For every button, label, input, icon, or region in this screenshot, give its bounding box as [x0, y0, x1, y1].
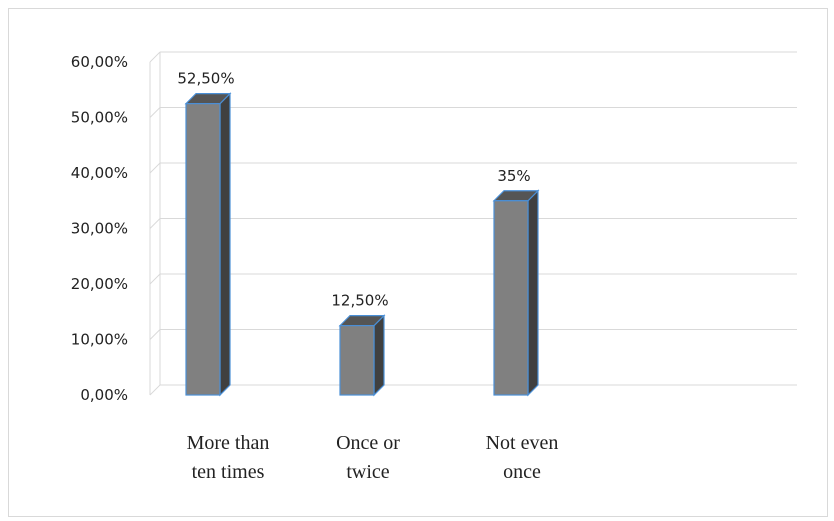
y-tick-label: 50,00% [71, 109, 128, 127]
grid-layer [149, 51, 797, 396]
gridline-depth [149, 273, 161, 285]
x-tick-label: Once or twice [336, 432, 400, 483]
x-tick-label: More than ten times [187, 432, 270, 483]
y-tick-label: 10,00% [71, 331, 128, 349]
bar [338, 314, 386, 397]
data-label: 35% [497, 167, 530, 185]
y-tick-label: 60,00% [71, 53, 128, 71]
bar [184, 92, 232, 397]
data-labels: 52,50% 12,50% 35% [177, 70, 530, 310]
bars [184, 92, 540, 397]
gridline-depth [149, 107, 161, 118]
y-tick-label: 0,00% [80, 386, 128, 404]
x-axis: More than ten times Once or twice Not even on… [187, 432, 559, 483]
chart-frame [8, 8, 828, 517]
bar [492, 189, 540, 397]
x-tick-label: Not even once [486, 432, 559, 483]
gridline-depth [149, 51, 161, 63]
gridline-depth [149, 384, 161, 396]
data-label: 12,50% [331, 292, 388, 310]
y-tick-label: 20,00% [71, 275, 128, 293]
gridline-depth [149, 329, 161, 340]
y-axis: 0,00% 10,00% 20,00% 30,00% 40,00% 50,00% 60,00… [71, 53, 128, 404]
gridline-depth [149, 218, 161, 229]
y-tick-label: 40,00% [71, 164, 128, 182]
y-tick-label: 30,00% [71, 220, 128, 238]
data-label: 52,50% [177, 70, 234, 88]
gridline-depth [149, 162, 161, 174]
